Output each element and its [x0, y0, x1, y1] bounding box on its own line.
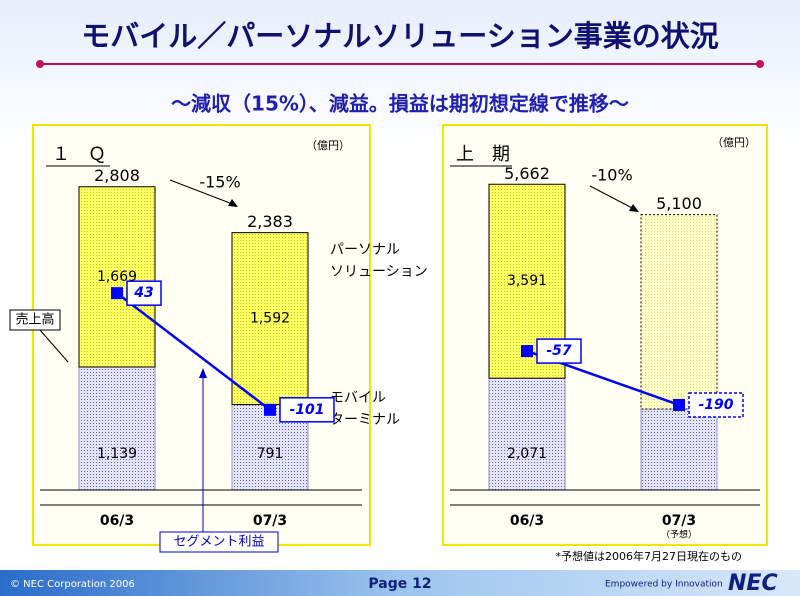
profit-callout [536, 338, 582, 364]
category-label: 07/3 [253, 513, 287, 529]
sales-box [9, 309, 61, 331]
arrow-head [629, 204, 639, 212]
value-label: 2,071 [507, 446, 547, 462]
rule-dot [756, 60, 764, 68]
change-arrow [169, 179, 236, 206]
value-label: 1,139 [97, 446, 137, 462]
subtitle: ～減収（15%）、減益。損益は期初想定線で推移～ [171, 92, 629, 116]
logo: NEC [728, 571, 778, 596]
page-number: Page 12 [368, 576, 431, 592]
profit-marker [264, 403, 276, 416]
bar-segment [78, 186, 156, 368]
total-label: 2,383 [247, 212, 293, 231]
copyright: © NEC Corporation 2006 [10, 579, 135, 590]
footnote: *予想値は2006年7月27日現在のもの [556, 549, 743, 563]
sales-arrow [39, 329, 69, 363]
change-arrow [589, 185, 637, 211]
chart-title: １ Ｑ [52, 144, 106, 165]
sales-label: 売上高 [15, 312, 54, 328]
total-label: 5,100 [656, 194, 702, 213]
value-label: 1,592 [250, 311, 290, 327]
total-label: 5,662 [504, 164, 550, 183]
slide-title: モバイル／パーソナルソリューション事業の状況 [81, 19, 718, 53]
profit-label: -101 [289, 402, 324, 418]
category-note: （予想） [661, 529, 697, 541]
value-label: 3,591 [507, 273, 547, 289]
profit-label: 43 [133, 285, 153, 301]
profit-callout [688, 392, 744, 418]
footer [0, 570, 800, 596]
arrow-head [199, 368, 207, 378]
profit-box [159, 531, 279, 553]
bar-segment [640, 214, 718, 410]
change-label: -15% [199, 173, 240, 192]
bar-segment [78, 366, 156, 491]
chart-title: 上 期 [456, 144, 510, 165]
series-label: モバイル [330, 390, 386, 406]
bar-segment [640, 408, 718, 491]
profit-callout [126, 280, 162, 306]
change-label: -10% [591, 166, 632, 185]
arrow-head [228, 199, 238, 207]
tagline: Empowered by Innovation [605, 580, 723, 590]
profit-label: セグメント利益 [173, 535, 264, 550]
series-label: ターミナル [330, 412, 400, 428]
unit-label: （億円） [306, 139, 350, 152]
profit-marker [521, 345, 533, 358]
profit-label: -190 [698, 397, 733, 413]
profit-marker [673, 398, 685, 411]
category-label: 07/3 [662, 513, 696, 529]
series-label: ソリューション [330, 264, 428, 280]
profit-line [116, 292, 271, 411]
bar-segment [488, 377, 566, 491]
profit-label: -57 [546, 343, 572, 359]
series-label: パーソナル [330, 242, 400, 258]
total-label: 2,808 [94, 166, 140, 185]
category-label: 06/3 [510, 513, 544, 529]
rule-dot [36, 60, 44, 68]
value-label: 791 [257, 446, 284, 462]
profit-callout [279, 397, 335, 423]
category-label: 06/3 [100, 513, 134, 529]
profit-marker [111, 287, 123, 300]
bar-segment [231, 232, 309, 406]
unit-label: （億円） [712, 136, 756, 149]
